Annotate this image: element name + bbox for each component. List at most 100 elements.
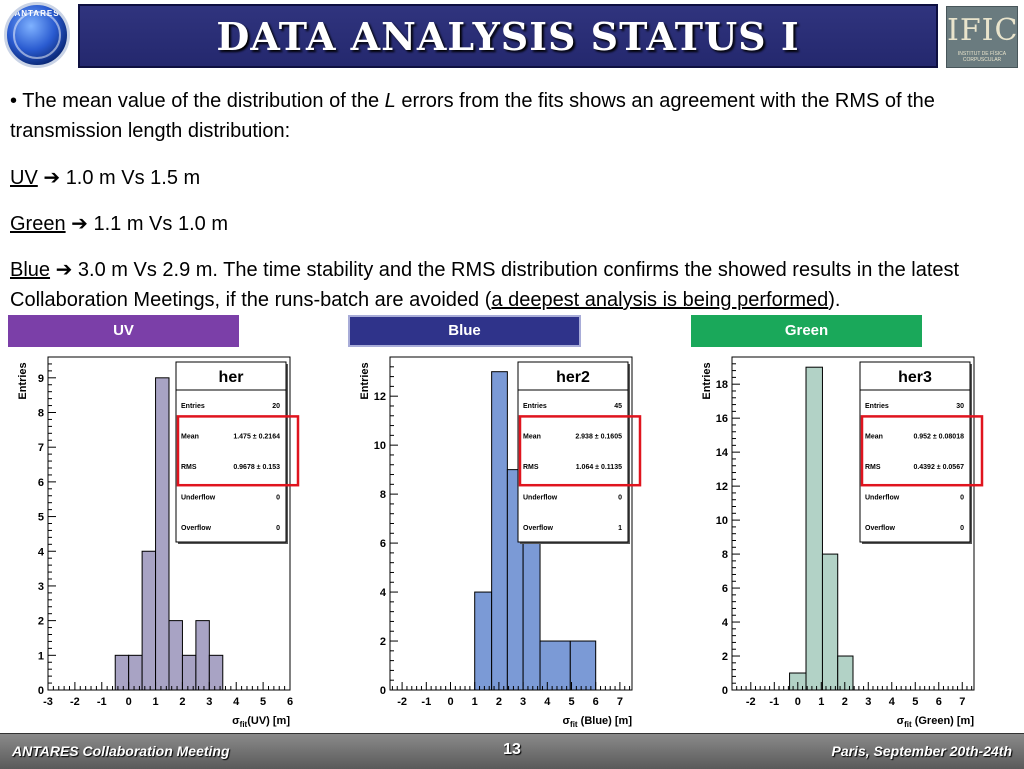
stats-value: 0 (960, 494, 964, 501)
blue-text-b: ). (828, 289, 841, 311)
y-tick-label: 0 (38, 685, 44, 697)
x-tick-label: 5 (568, 696, 574, 708)
x-tick-label: -1 (421, 696, 431, 708)
x-tick-label: -1 (97, 696, 107, 708)
y-axis-label: Entries (359, 362, 371, 399)
green-comparison: Green ➔ 1.1 m Vs 1.0 m (10, 208, 1010, 239)
x-tick-label: 6 (593, 696, 599, 708)
x-tick-label: 3 (520, 696, 526, 708)
x-tick-label: 7 (617, 696, 623, 708)
blue-label: Blue (10, 259, 51, 281)
title-bar: DATA ANALYSIS STATUS I (78, 4, 938, 68)
stats-value: 0 (960, 525, 964, 532)
stats-value: 2.938 ± 0.1605 (575, 434, 622, 441)
stats-value: 1.475 ± 0.2164 (233, 434, 280, 441)
footer-meeting: ANTARES Collaboration Meeting (12, 743, 230, 759)
x-axis-label: σfit (Green) [m] (897, 715, 975, 729)
x-tick-label: 2 (842, 696, 848, 708)
histogram-bar (491, 371, 508, 691)
footer: ANTARES Collaboration Meeting 13 Paris, … (0, 733, 1024, 769)
y-tick-label: 12 (716, 481, 728, 493)
x-axis-label: σfit(UV) [m] (232, 715, 290, 729)
histogram-bar (141, 550, 157, 691)
histogram-bar (474, 591, 493, 691)
x-axis-label: σfit (Blue) [m] (563, 715, 633, 729)
mean-rms-highlight (176, 415, 300, 487)
y-tick-label: 16 (716, 413, 728, 425)
y-tick-label: 7 (38, 442, 44, 454)
logo-ring (13, 11, 61, 59)
stats-label: Underflow (865, 494, 900, 501)
green-label: Green (10, 213, 66, 235)
ific-logo: IFIC INSTITUT DE FÍSICA CORPUSCULAR (946, 6, 1018, 68)
stats-title: her3 (898, 369, 932, 386)
antares-logo: ANTARES (4, 2, 70, 68)
stats-value: 0.9678 ± 0.153 (233, 464, 280, 471)
stats-value: 0 (618, 494, 622, 501)
blue-comparison: Blue ➔ 3.0 m Vs 2.9 m. The time stabilit… (10, 254, 1010, 315)
sigma-subscript: fit (570, 720, 578, 729)
x-tick-label: 0 (447, 696, 453, 708)
histogram-bar (208, 654, 224, 691)
intro-text-a: The mean value of the distribution of th… (22, 90, 385, 112)
sigma-symbol: σ (563, 715, 571, 727)
stats-box (859, 361, 971, 543)
green-values: 1.1 m Vs 1.0 m (93, 213, 228, 235)
stats-label: Entries (865, 403, 889, 410)
stats-value: 45 (614, 403, 622, 410)
x-tick-label: 5 (260, 696, 266, 708)
stats-value: 0.4392 ± 0.0567 (913, 464, 964, 471)
arrow-icon: ➔ (55, 257, 73, 281)
histogram-bar (195, 620, 210, 691)
stats-label: Overflow (181, 525, 212, 532)
y-tick-label: 9 (38, 373, 44, 385)
x-tick-label: -2 (746, 696, 756, 708)
x-tick-label: 2 (496, 696, 502, 708)
y-tick-label: 4 (38, 546, 45, 558)
page-number: 13 (503, 741, 521, 758)
y-tick-label: 12 (374, 391, 386, 403)
y-tick-label: 1 (38, 650, 44, 662)
x-tick-label: -2 (397, 696, 407, 708)
y-tick-label: 10 (716, 515, 728, 527)
x-tick-label: 5 (912, 696, 918, 708)
histogram-bar (569, 640, 597, 691)
y-tick-label: 18 (716, 379, 728, 391)
stats-value: 0 (276, 525, 280, 532)
x-tick-label: -2 (70, 696, 80, 708)
stats-label: Entries (523, 403, 547, 410)
arrow-icon: ➔ (43, 165, 61, 189)
histogram-bar (837, 655, 854, 691)
page-title: DATA ANALYSIS STATUS I (216, 14, 800, 59)
y-tick-label: 8 (722, 549, 728, 561)
y-tick-label: 4 (380, 587, 387, 599)
x-tick-label: 3 (865, 696, 871, 708)
ific-logo-text: IFIC (947, 13, 1019, 48)
x-tick-label: 0 (126, 696, 132, 708)
y-tick-label: 14 (716, 447, 729, 459)
uv-values: 1.0 m Vs 1.5 m (65, 167, 201, 189)
stats-box (517, 361, 629, 543)
x-axis-unit: (Green) [m] (912, 715, 975, 727)
x-tick-label: 2 (179, 696, 185, 708)
y-tick-label: 0 (722, 685, 728, 697)
y-tick-label: 3 (38, 581, 44, 593)
sigma-symbol: σ (232, 715, 240, 727)
tab-blue: Blue (348, 315, 581, 347)
tab-uv: UV (8, 315, 239, 347)
histogram-bar (805, 366, 823, 691)
stats-label: RMS (865, 464, 881, 471)
bullet: • (10, 90, 18, 112)
x-tick-label: 4 (233, 696, 240, 708)
x-tick-label: 1 (152, 696, 158, 708)
stats-value: 20 (272, 403, 280, 410)
x-tick-label: 1 (472, 696, 478, 708)
stats-title: her (219, 369, 244, 386)
histogram-bar (128, 654, 143, 691)
footer-location: Paris, September 20th-24th (831, 743, 1012, 759)
x-axis-unit: (UV) [m] (247, 715, 290, 727)
stats-label: Entries (181, 403, 205, 410)
y-tick-label: 6 (722, 583, 728, 595)
